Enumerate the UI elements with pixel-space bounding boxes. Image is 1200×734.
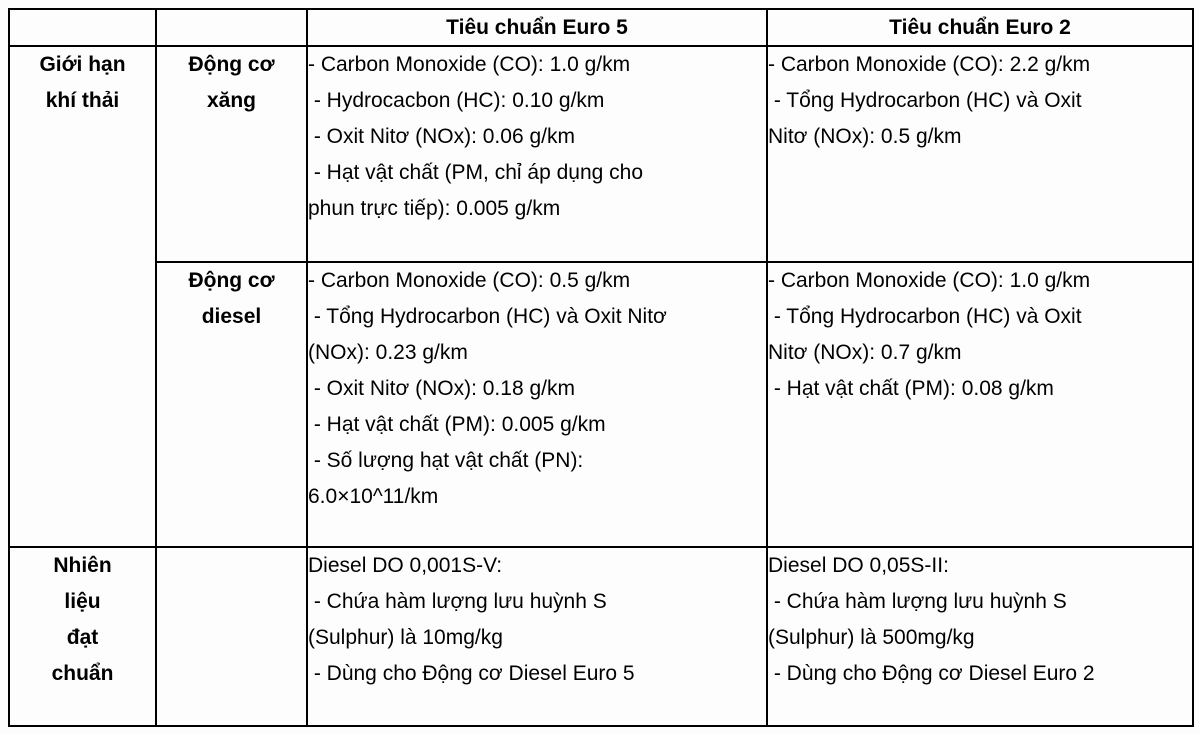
text-line: - Carbon Monoxide (CO): 1.0 g/km	[308, 53, 631, 76]
text-line: Nitơ (NOx): 0.7 g/km	[768, 341, 962, 364]
cell-fuel-engine-empty	[155, 546, 308, 727]
row-standard-fuel: Nhiên liệu đạt chuẩn Diesel DO 0,001S-V: - …	[8, 546, 1194, 727]
text-line: - Hạt vật chất (PM, chỉ áp dụng cho	[308, 161, 643, 184]
text-line: - Chứa hàm lượng lưu huỳnh S	[308, 590, 607, 613]
emission-standards-table: Tiêu chuẩn Euro 5 Tiêu chuẩn Euro 2 Giới…	[8, 8, 1194, 727]
row-label-standard-fuel: Nhiên liệu đạt chuẩn	[8, 546, 157, 727]
cell-euro2-diesel-limits: - Carbon Monoxide (CO): 1.0 g/km - Tổng …	[766, 261, 1194, 548]
text-line: - Số lượng hạt vật chất (PN):	[308, 449, 584, 472]
header-euro2: Tiêu chuẩn Euro 2	[766, 8, 1194, 47]
text-line: - Hydrocacbon (HC): 0.10 g/km	[308, 89, 605, 112]
text-line: - Carbon Monoxide (CO): 0.5 g/km	[308, 269, 631, 292]
text-line: - Carbon Monoxide (CO): 1.0 g/km	[768, 269, 1091, 292]
row-diesel-engine: Động cơ diesel - Carbon Monoxide (CO): 0.…	[9, 261, 1194, 548]
header-empty-engine	[155, 8, 308, 47]
text-line: Động cơ	[188, 53, 275, 76]
text-line: chuẩn	[51, 662, 114, 685]
cell-euro5-standard-fuel: Diesel DO 0,001S-V: - Chứa hàm lượng lưu…	[306, 546, 768, 727]
text-line: khí thải	[45, 89, 120, 112]
text-line: Giới hạn	[39, 53, 126, 76]
text-line: - Dùng cho Động cơ Diesel Euro 5	[308, 662, 635, 685]
text-line: - Chứa hàm lượng lưu huỳnh S	[768, 590, 1067, 613]
text-line: Nhiên	[53, 554, 112, 577]
text-line: - Tổng Hydrocarbon (HC) và Oxit	[768, 305, 1082, 328]
text-line: (NOx): 0.23 g/km	[308, 341, 468, 364]
text-line: đạt	[66, 626, 99, 649]
text-line: Diesel DO 0,05S-II:	[768, 554, 949, 577]
text-line: Diesel DO 0,001S-V:	[308, 554, 503, 577]
text-line: 6.0×10^11/km	[308, 485, 439, 508]
text-line: - Hạt vật chất (PM): 0.08 g/km	[768, 377, 1054, 400]
text-line: - Oxit Nitơ (NOx): 0.18 g/km	[308, 377, 575, 400]
text-line: - Hạt vật chất (PM): 0.005 g/km	[308, 413, 606, 436]
header-euro5: Tiêu chuẩn Euro 5	[306, 8, 768, 47]
row-label-gasoline-engine: Động cơ xăng	[155, 45, 308, 263]
text-line: xăng	[206, 89, 256, 112]
header-empty-category	[8, 8, 157, 47]
text-line: (Sulphur) là 500mg/kg	[768, 626, 975, 649]
row-label-diesel-engine: Động cơ diesel	[155, 261, 308, 548]
text-line: diesel	[201, 305, 262, 328]
text-line: - Dùng cho Động cơ Diesel Euro 2	[768, 662, 1095, 685]
cell-euro5-gasoline-limits: - Carbon Monoxide (CO): 1.0 g/km - Hydro…	[306, 45, 768, 263]
row-gasoline-engine: Giới hạn khí thải Động cơ xăng - Carbon Mo…	[8, 45, 1194, 548]
emission-standards-comparison: Tiêu chuẩn Euro 5 Tiêu chuẩn Euro 2 Giới…	[8, 8, 1194, 727]
cell-euro5-diesel-limits: - Carbon Monoxide (CO): 0.5 g/km - Tổng …	[306, 261, 768, 548]
cell-euro2-gasoline-limits: - Carbon Monoxide (CO): 2.2 g/km - Tổng …	[766, 45, 1194, 263]
cell-euro2-standard-fuel: Diesel DO 0,05S-II: - Chứa hàm lượng lưu…	[766, 546, 1194, 727]
text-line: - Tổng Hydrocarbon (HC) và Oxit Nitơ	[308, 305, 667, 328]
text-line: Nitơ (NOx): 0.5 g/km	[768, 125, 962, 148]
text-line: - Oxit Nitơ (NOx): 0.06 g/km	[308, 125, 575, 148]
header-row: Tiêu chuẩn Euro 5 Tiêu chuẩn Euro 2	[8, 8, 1194, 47]
text-line: Động cơ	[188, 269, 275, 292]
row-label-emission-limits: Giới hạn khí thải	[8, 45, 157, 548]
text-line: - Tổng Hydrocarbon (HC) và Oxit	[768, 89, 1082, 112]
text-line: (Sulphur) là 10mg/kg	[308, 626, 503, 649]
text-line: liệu	[64, 590, 101, 613]
text-line: - Carbon Monoxide (CO): 2.2 g/km	[768, 53, 1091, 76]
text-line: phun trực tiếp): 0.005 g/km	[308, 197, 561, 220]
